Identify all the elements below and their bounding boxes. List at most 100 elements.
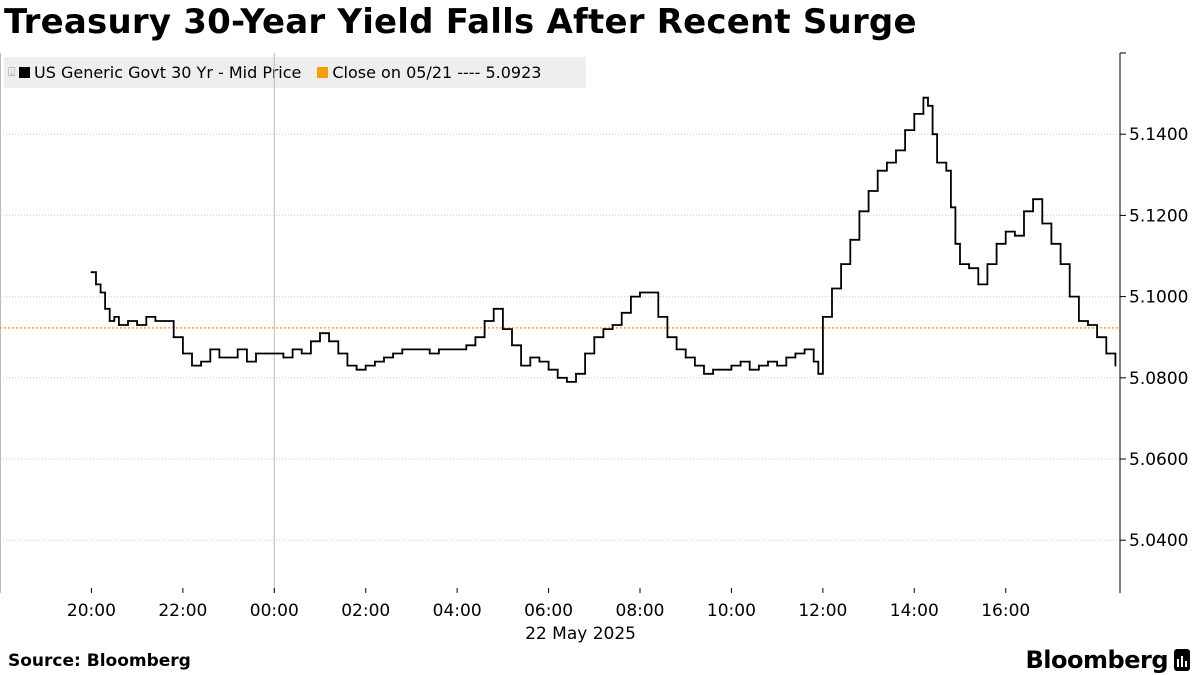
legend-item-close[interactable]: Close on 05/21 ---- 5.0923 <box>317 63 541 82</box>
bloomberg-logo: Bloomberg <box>1026 646 1190 674</box>
yield-data-point <box>410 348 413 351</box>
chart-legend: ⍗ US Generic Govt 30 Yr - Mid Price Clos… <box>4 57 586 88</box>
yield-data-point <box>127 320 129 322</box>
x-tick-label: 10:00 <box>707 601 756 621</box>
y-tick-label: 5.0600 <box>1129 450 1188 470</box>
yield-data-point <box>355 368 358 371</box>
yield-data-point <box>104 307 106 310</box>
yield-data-point <box>383 356 385 359</box>
x-tick-label: 04:00 <box>433 601 482 621</box>
yield-data-point <box>703 372 705 375</box>
yield-data-point <box>447 348 449 351</box>
close-swatch-icon <box>317 67 329 78</box>
yield-data-point <box>831 287 833 290</box>
yield-data-point <box>995 242 998 245</box>
yield-data-point <box>630 295 632 298</box>
yield-data-point <box>776 364 778 367</box>
yield-data-point <box>483 320 486 322</box>
yield-data-point <box>684 356 687 359</box>
yield-data-point <box>1032 198 1034 201</box>
x-tick-label: 12:00 <box>798 601 847 621</box>
yield-data-point <box>99 291 102 294</box>
yield-data-point <box>319 332 321 335</box>
yield-data-point <box>675 348 678 351</box>
yield-data-point <box>1014 234 1016 237</box>
yield-data-point <box>840 263 842 265</box>
yield-data-point <box>648 291 650 294</box>
yield-data-point <box>739 360 742 363</box>
yield-data-point <box>90 271 93 274</box>
yield-data-point <box>1041 222 1044 225</box>
yield-data-point <box>511 344 513 347</box>
yield-data-point <box>895 149 897 152</box>
x-date-label: 22 May 2025 <box>525 624 636 644</box>
yield-data-point <box>712 368 714 371</box>
yield-data-point <box>328 340 330 343</box>
yield-data-point <box>200 360 203 363</box>
yield-data-point <box>849 238 852 241</box>
yield-data-point <box>374 360 376 363</box>
yield-data-point <box>236 348 239 351</box>
yield-data-point <box>1004 230 1007 233</box>
yield-data-point <box>758 364 760 367</box>
yield-data-point <box>977 283 980 286</box>
yield-data-point <box>419 348 422 351</box>
yield-data-point <box>886 161 888 164</box>
yield-data-point <box>465 344 468 347</box>
yield-data-point <box>364 364 367 367</box>
yield-data-point <box>1023 210 1025 213</box>
yield-data-point <box>209 348 212 351</box>
yield-data-point <box>337 352 340 355</box>
yield-data-point <box>721 368 724 371</box>
yield-data-point <box>730 364 733 367</box>
yield-data-point <box>1105 352 1108 355</box>
yield-data-point <box>593 336 596 339</box>
yield-data-point <box>346 364 349 367</box>
yield-data-point <box>954 242 957 245</box>
yield-data-point <box>817 372 820 375</box>
yield-data-point <box>502 328 504 330</box>
x-tick-label: 22:00 <box>158 601 207 621</box>
bloomberg-chart-icon <box>1174 649 1190 671</box>
yield-data-point <box>566 381 568 383</box>
yield-data-point <box>310 340 312 343</box>
yield-data-point <box>913 113 916 115</box>
y-tick-label: 5.0400 <box>1129 531 1188 551</box>
yield-data-point <box>575 372 577 375</box>
yield-data-point <box>794 352 797 355</box>
x-tick-label: 00:00 <box>250 601 299 621</box>
yield-data-point <box>264 352 266 355</box>
yield-data-point <box>401 348 404 351</box>
yield-data-point <box>639 291 641 294</box>
yield-data-point <box>108 320 111 322</box>
brand-name: Bloomberg <box>1025 646 1169 674</box>
y-axis: 5.0400 5.0600 5.0800 5.1000 5.1200 5.1400 <box>1119 52 1188 593</box>
x-tick-label: 16:00 <box>981 601 1030 621</box>
x-tick-label: 14:00 <box>890 601 939 621</box>
yield-data-point <box>620 311 623 314</box>
yield-data-point <box>227 356 230 359</box>
yield-data-point <box>1078 320 1080 322</box>
yield-data-point <box>1068 295 1071 298</box>
yield-data-point <box>748 368 751 371</box>
yield-data-point <box>1096 336 1098 339</box>
yield-data-point <box>968 267 970 270</box>
yield-data-point <box>547 368 550 371</box>
yield-data-point <box>876 169 879 172</box>
legend-handle-icon[interactable]: ⍗ <box>8 65 16 79</box>
yield-data-point <box>666 336 669 339</box>
x-tick-label: 08:00 <box>616 601 665 621</box>
yield-data-point <box>812 360 815 363</box>
yield-data-point <box>922 96 925 99</box>
yield-data-point <box>936 161 938 164</box>
yield-data-point <box>428 352 431 355</box>
x-axis: 20:00 22:00 00:00 02:00 04:00 06:00 08:00 10:00… <box>67 588 1030 644</box>
yield-data-point <box>438 348 440 351</box>
legend-series-label: US Generic Govt 30 Yr - Mid Price <box>34 63 302 82</box>
yield-data-point <box>694 364 696 367</box>
legend-item-series[interactable]: US Generic Govt 30 Yr - Mid Price <box>19 63 301 82</box>
yield-data-point <box>191 364 193 367</box>
y-tick-label: 5.1200 <box>1129 206 1188 226</box>
yield-data-point <box>785 356 788 359</box>
